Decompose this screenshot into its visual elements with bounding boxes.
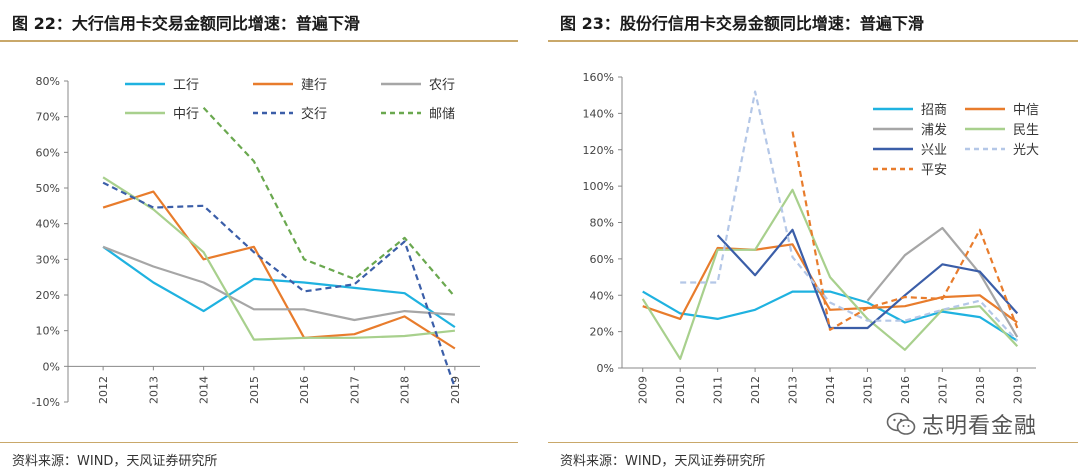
left-series-line-邮储 (202, 107, 456, 298)
right-legend-label-民生: 民生 (1013, 123, 1039, 138)
right-legend-label-平安: 平安 (921, 163, 947, 178)
right-series-line-光大 (680, 90, 1019, 342)
left-series-line-交行 (102, 181, 456, 389)
right-legend-label-兴业: 兴业 (921, 143, 947, 158)
right-x-tick-label: 2019 (1011, 376, 1024, 404)
left-y-tick-label: 10% (36, 325, 60, 338)
right-line-chart: 0% 20% 40% 60% 80% 100% 120% 140% 160% 2009 2010 20… (583, 71, 1039, 404)
left-x-tick-label: 2014 (198, 376, 211, 404)
left-x-tick-label: 2012 (97, 376, 110, 404)
watermark: 志明看金融 (886, 408, 1037, 440)
left-legend-label-建行: 建行 (301, 78, 327, 93)
right-y-tick-label: 100% (583, 180, 614, 193)
wechat-icon (886, 412, 916, 435)
right-x-tick-label: 2010 (674, 376, 687, 404)
right-x-tick-label: 2017 (936, 376, 949, 404)
right-source-note: 资料来源：WIND，天风证券研究所 (560, 454, 766, 469)
left-y-tick-label: 60% (36, 146, 60, 159)
left-x-tick-label: 2019 (449, 376, 462, 404)
left-y-tick-label: 20% (36, 289, 60, 302)
left-x-tick-label: 2016 (298, 376, 311, 404)
left-y-tick-label: 70% (36, 111, 60, 124)
right-y-tick-label: 40% (590, 289, 614, 302)
right-y-tick-label: 20% (590, 326, 614, 339)
left-legend-label-农行: 农行 (429, 78, 455, 93)
right-figure-title: 图 23：股份行信用卡交易金额同比增速：普遍下滑 (560, 14, 924, 33)
right-title-divider (548, 40, 1078, 42)
left-y-tick-label: 40% (36, 218, 60, 231)
left-source-divider (0, 442, 518, 443)
left-x-tick-label: 2013 (147, 376, 160, 404)
left-legend-label-工行: 工行 (173, 78, 199, 93)
right-y-tick-label: 120% (583, 144, 614, 157)
left-y-tick-label: 50% (36, 182, 60, 195)
right-legend-label-中信: 中信 (1013, 103, 1039, 118)
left-legend-label-邮储: 邮储 (429, 107, 455, 122)
right-series-line-浦发 (866, 226, 1019, 338)
right-x-tick-label: 2018 (974, 376, 987, 404)
watermark-text: 志明看金融 (922, 414, 1038, 439)
left-x-tick-label: 2017 (348, 376, 361, 404)
right-series-line-民生 (641, 188, 1019, 360)
left-x-tick-label: 2018 (399, 376, 412, 404)
right-figure: 图 23：股份行信用卡交易金额同比增速：普遍下滑 0% 20% 40% 60% 80% 1… (548, 0, 1080, 470)
left-y-tick-label: 0% (43, 360, 60, 373)
left-series-line-农行 (102, 245, 455, 322)
right-legend-label-光大: 光大 (1013, 143, 1039, 158)
right-y-tick-label: 80% (590, 217, 614, 230)
right-series-line-兴业 (716, 228, 1019, 330)
right-x-tick-label: 2014 (824, 376, 837, 404)
right-x-tick-label: 2013 (787, 376, 800, 404)
left-y-tick-label: -10% (32, 396, 60, 409)
left-y-tick-label: 30% (36, 253, 60, 266)
right-y-tick-label: 140% (583, 107, 614, 120)
right-series-line-中信 (642, 243, 1018, 324)
right-x-tick-label: 2011 (712, 376, 725, 404)
left-source-note: 资料来源：WIND，天风证券研究所 (12, 454, 218, 469)
right-x-tick-label: 2016 (899, 376, 912, 404)
right-x-tick-label: 2012 (749, 376, 762, 404)
left-series-line-中行 (102, 176, 456, 341)
left-legend-label-中行: 中行 (173, 107, 199, 122)
left-figure: 图 22：大行信用卡交易金额同比增速：普遍下滑 -10% 0% 10% 20% 30% 4… (0, 0, 520, 470)
right-series-line-招商 (642, 290, 1018, 342)
left-title-divider (0, 40, 518, 42)
right-y-tick-label: 0% (597, 362, 614, 375)
right-x-tick-label: 2009 (637, 376, 650, 404)
left-legend-label-交行: 交行 (301, 106, 327, 122)
right-y-tick-label: 60% (590, 253, 614, 266)
left-y-tick-label: 80% (36, 75, 60, 88)
left-series-line-工行 (102, 245, 456, 329)
right-x-tick-label: 2015 (861, 376, 874, 404)
left-figure-title: 图 22：大行信用卡交易金额同比增速：普遍下滑 (12, 14, 360, 33)
left-x-tick-label: 2015 (248, 376, 261, 404)
right-legend-label-招商: 招商 (921, 103, 947, 118)
right-legend-label-浦发: 浦发 (921, 122, 947, 138)
right-series-line-平安 (791, 131, 1019, 331)
right-source-divider (548, 442, 1078, 443)
left-line-chart: -10% 0% 10% 20% 30% 40% 50% 60% 70% 80% 2012 2013 20… (32, 75, 480, 409)
left-series-line-建行 (102, 190, 456, 350)
right-y-tick-label: 160% (583, 71, 614, 84)
